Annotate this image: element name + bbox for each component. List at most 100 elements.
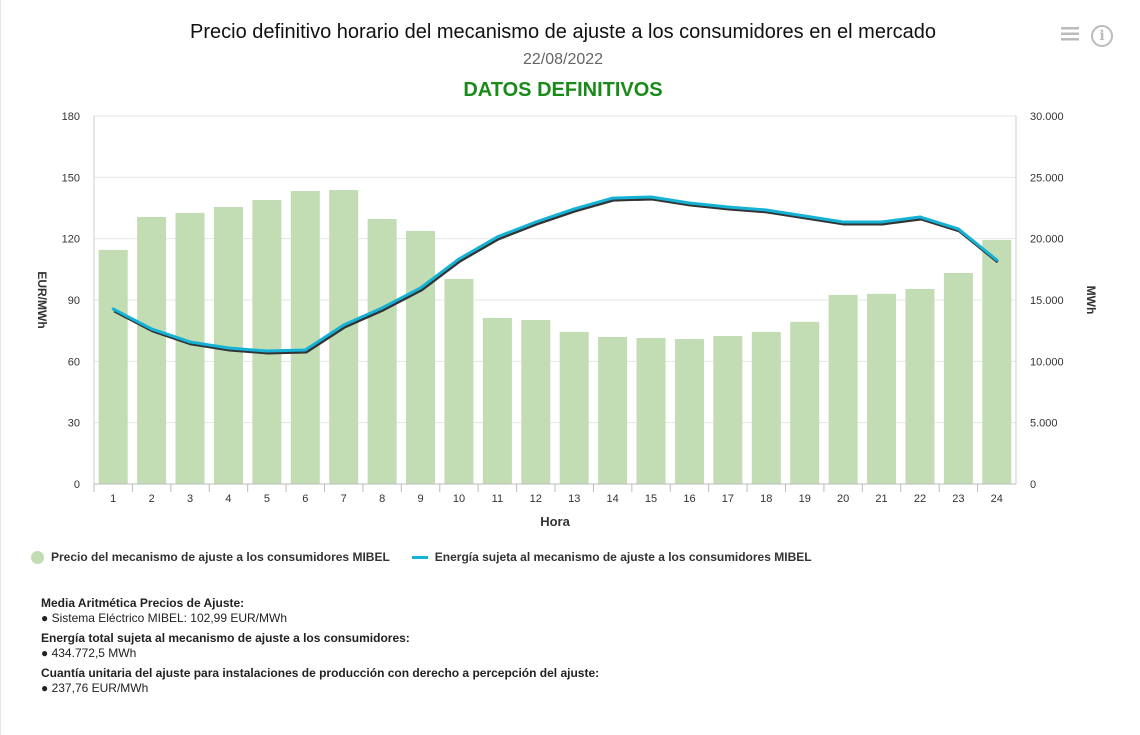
bar bbox=[790, 321, 820, 484]
x-tick-label: 3 bbox=[187, 493, 193, 505]
x-tick-label: 13 bbox=[568, 493, 580, 505]
y-right-tick-label: 15.000 bbox=[1030, 295, 1064, 307]
chart-date: 22/08/2022 bbox=[522, 51, 604, 68]
x-tick-label: 21 bbox=[875, 493, 887, 505]
bar bbox=[982, 239, 1012, 484]
y-left-tick-label: 180 bbox=[62, 111, 80, 123]
summary-heading: Energía total sujeta al mecanismo de aju… bbox=[41, 631, 410, 645]
x-tick-label: 6 bbox=[302, 493, 308, 505]
y-right-tick-label: 25.000 bbox=[1030, 172, 1064, 184]
energy-point bbox=[380, 306, 384, 310]
bar bbox=[290, 191, 320, 484]
x-tick-label: 20 bbox=[837, 493, 849, 505]
energy-point bbox=[150, 327, 154, 331]
y-left-tick-label: 60 bbox=[68, 356, 80, 368]
legend-marker-bar bbox=[31, 550, 44, 564]
energy-point bbox=[803, 214, 807, 218]
energy-line bbox=[112, 195, 998, 353]
x-tick-label: 8 bbox=[379, 493, 385, 505]
bar bbox=[521, 320, 551, 484]
y-left-tick-label: 30 bbox=[68, 418, 80, 430]
bar bbox=[867, 293, 897, 484]
y-axis-right-label: MWh bbox=[1084, 286, 1098, 315]
y-left-tick-label: 150 bbox=[62, 172, 80, 184]
energy-point bbox=[534, 220, 538, 224]
bar bbox=[252, 200, 282, 484]
bar bbox=[444, 278, 474, 484]
x-axis-label: Hora bbox=[540, 514, 570, 529]
chart-title: Precio definitivo horario del mecanismo … bbox=[190, 21, 936, 43]
bar bbox=[943, 273, 973, 484]
menu-icon[interactable] bbox=[1061, 26, 1079, 42]
bar bbox=[482, 317, 512, 484]
info-icon[interactable]: i bbox=[1091, 25, 1113, 47]
bar bbox=[674, 339, 704, 484]
x-tick-label: 9 bbox=[417, 493, 423, 505]
y-left-tick-label: 0 bbox=[74, 479, 80, 491]
energy-point bbox=[419, 286, 423, 290]
x-tick-label: 22 bbox=[914, 493, 926, 505]
energy-point bbox=[457, 257, 461, 261]
y-left-tick-label: 90 bbox=[68, 295, 80, 307]
x-tick-label: 4 bbox=[225, 493, 231, 505]
energy-point bbox=[918, 215, 922, 219]
legend-item-price[interactable]: Precio del mecanismo de ajuste a los con… bbox=[31, 550, 390, 564]
y-right-tick-label: 30.000 bbox=[1030, 111, 1064, 123]
energy-line-shadow bbox=[113, 197, 999, 355]
y-right-tick-label: 0 bbox=[1030, 479, 1036, 491]
energy-point bbox=[841, 220, 845, 224]
summary-value: ● 237,76 EUR/MWh bbox=[41, 681, 149, 695]
status-label: DATOS DEFINITIVOS bbox=[463, 79, 663, 101]
x-tick-label: 11 bbox=[492, 493, 503, 505]
legend-label: Precio del mecanismo de ajuste a los con… bbox=[51, 550, 390, 564]
x-tick-label: 18 bbox=[760, 493, 772, 505]
legend: Precio del mecanismo de ajuste a los con… bbox=[31, 550, 812, 564]
y-right-tick-label: 10.000 bbox=[1030, 356, 1064, 368]
energy-point bbox=[764, 208, 768, 212]
x-tick-label: 16 bbox=[683, 493, 695, 505]
energy-point bbox=[995, 258, 999, 262]
energy-point bbox=[611, 196, 615, 200]
bar bbox=[751, 331, 781, 484]
x-tick-label: 10 bbox=[453, 493, 465, 505]
x-tick-label: 2 bbox=[149, 493, 155, 505]
bar bbox=[175, 212, 205, 484]
x-tick-label: 17 bbox=[722, 493, 734, 505]
x-tick-label: 19 bbox=[799, 493, 811, 505]
x-tick-label: 12 bbox=[530, 493, 542, 505]
x-tick-label: 1 bbox=[110, 493, 116, 505]
summary-heading: Cuantía unitaria del ajuste para instala… bbox=[41, 666, 600, 680]
energy-point bbox=[188, 340, 192, 344]
bar bbox=[98, 249, 128, 484]
bar bbox=[713, 335, 743, 484]
energy-point bbox=[649, 195, 653, 199]
plot: 030609012015018005.00010.00015.00020.000… bbox=[35, 111, 1098, 529]
bar bbox=[329, 190, 359, 484]
bar bbox=[636, 338, 666, 484]
energy-point bbox=[726, 205, 730, 209]
energy-point bbox=[265, 349, 269, 353]
bar bbox=[828, 294, 858, 484]
x-tick-label: 15 bbox=[645, 493, 657, 505]
x-tick-label: 24 bbox=[991, 493, 1003, 505]
x-tick-label: 14 bbox=[607, 493, 619, 505]
energy-point bbox=[687, 201, 691, 205]
x-tick-label: 5 bbox=[264, 493, 270, 505]
y-left-tick-label: 120 bbox=[62, 234, 80, 246]
energy-point bbox=[226, 346, 230, 350]
energy-point bbox=[342, 323, 346, 327]
x-tick-label: 23 bbox=[952, 493, 964, 505]
legend-label: Energía sujeta al mecanismo de ajuste a … bbox=[434, 550, 812, 564]
bar bbox=[367, 219, 397, 485]
legend-item-energy[interactable]: Energía sujeta al mecanismo de ajuste a … bbox=[411, 550, 812, 564]
bar bbox=[559, 331, 589, 484]
energy-point bbox=[572, 207, 576, 211]
bar bbox=[905, 288, 935, 484]
y-right-tick-label: 20.000 bbox=[1030, 234, 1064, 246]
energy-point bbox=[956, 227, 960, 231]
energy-point bbox=[880, 220, 884, 224]
summary: Media Aritmética Precios de Ajuste: ● Sis… bbox=[41, 596, 599, 701]
energy-point bbox=[303, 348, 307, 352]
summary-value: ● Sistema Eléctrico MIBEL: 102,99 EUR/MW… bbox=[41, 611, 287, 625]
